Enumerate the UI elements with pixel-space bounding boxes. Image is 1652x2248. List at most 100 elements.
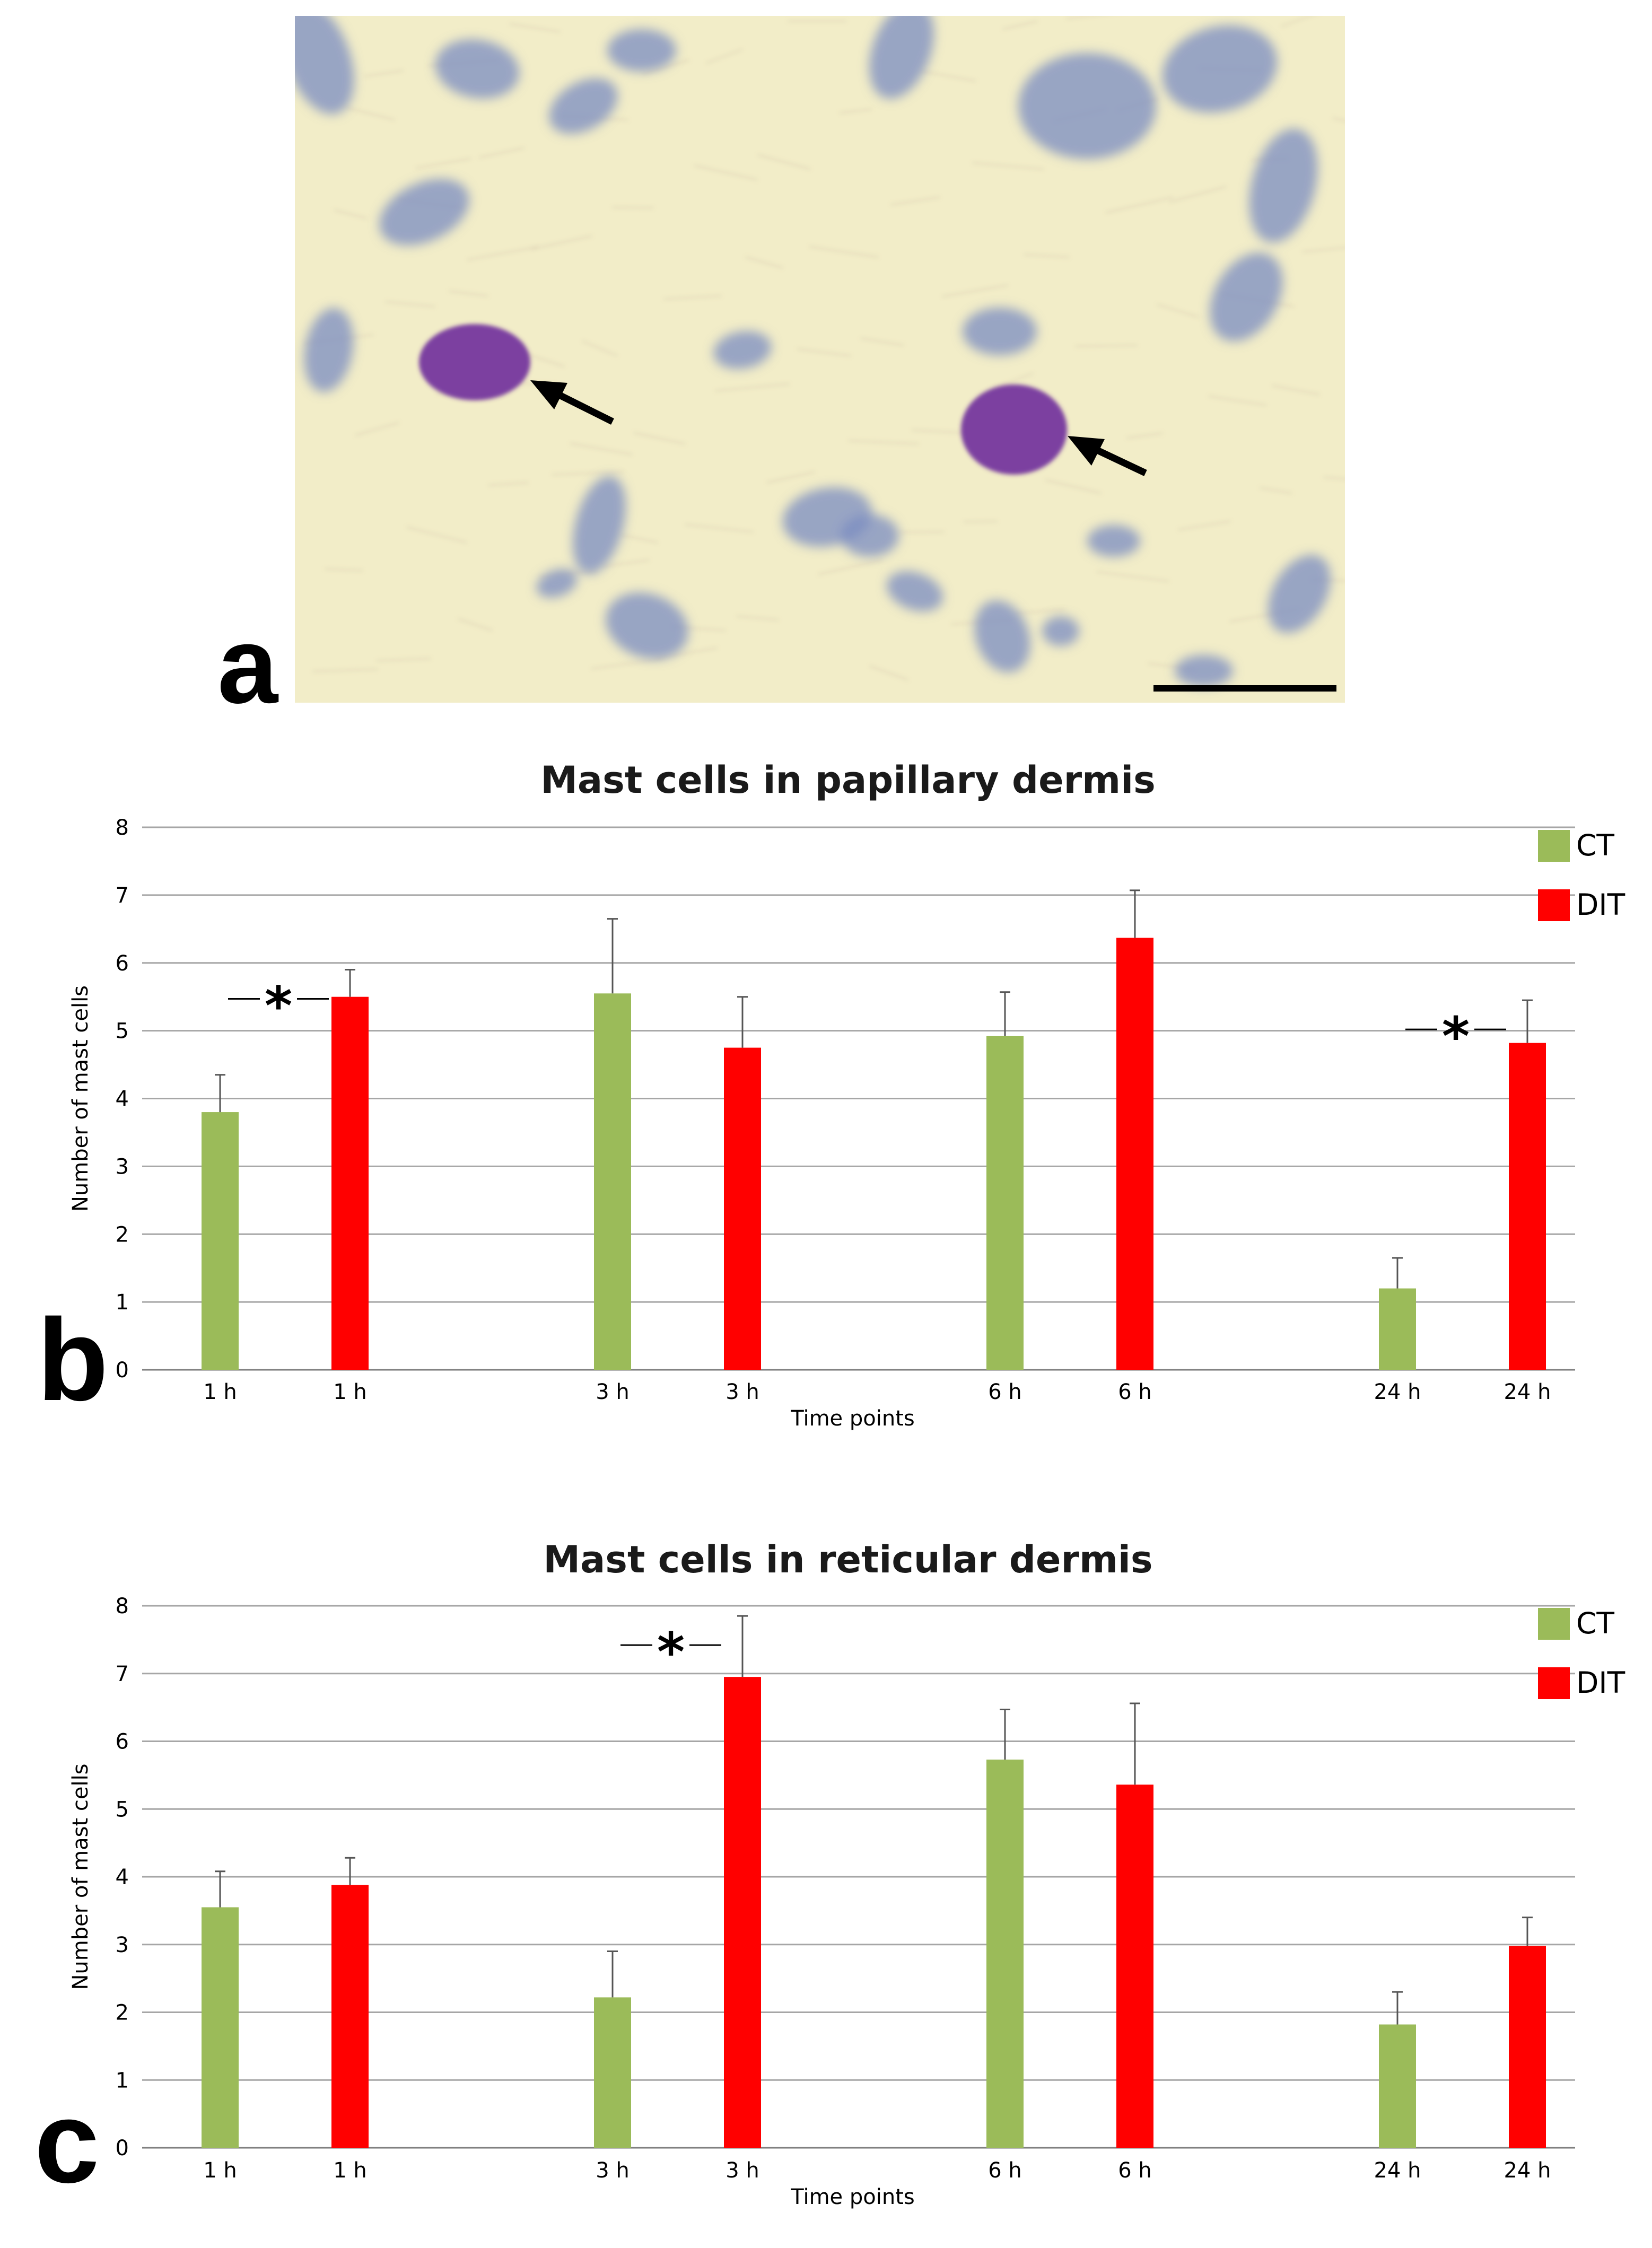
nucleus [536,568,578,598]
fiber [963,521,998,522]
fiber [715,383,790,391]
micrograph-panel: a [217,0,1345,726]
fiber [706,49,743,64]
legend-swatch [1538,830,1570,862]
arrow-icon [530,380,614,425]
nucleus [1210,252,1283,342]
nucleus [1268,555,1331,633]
bar-ct [202,1907,239,2148]
legend-label: CT [1576,1606,1614,1640]
fiber [663,295,722,300]
y-tick-label: 5 [116,1797,129,1822]
fiber [1169,186,1227,203]
fiber [449,291,488,296]
fiber [552,471,624,475]
fiber [1096,571,1169,582]
x-tick-label: 24 h [1374,1380,1421,1404]
nucleus [295,16,354,115]
mast-cell [961,384,1067,475]
panel-letter-b: b [37,1294,108,1425]
x-tick-label: 6 h [1118,1380,1152,1404]
x-tick-label: 3 h [596,2158,630,2183]
fiber [757,154,811,170]
bar-ct [1379,2024,1416,2148]
bar-dit [1509,1043,1546,1370]
fiber [921,71,976,82]
fiber [612,207,654,208]
y-tick-label: 4 [116,1865,129,1890]
fiber [839,109,872,113]
fiber [1066,16,1094,19]
chart-title: Mast cells in reticular dermis [543,1538,1152,1581]
fiber [766,471,815,483]
bar-dit [331,1885,369,2148]
nucleus [869,16,934,99]
fiber [1157,304,1199,318]
fiber [1260,487,1292,494]
x-tick-label: 1 h [203,2158,237,2183]
legend-label: DIT [1576,1666,1625,1700]
nucleus [963,308,1037,355]
panel-letter-a: a [217,605,279,726]
fiber [1281,16,1312,27]
fiber [530,235,592,250]
x-axis-label: Time points [790,2185,914,2209]
significance-marker: * [265,975,292,1037]
fiber [890,197,940,205]
nucleus [974,600,1030,672]
y-tick-label: 8 [116,816,129,840]
mast-cells [419,324,1067,475]
fiber [458,618,493,631]
bar-dit [331,996,369,1370]
bar-ct [594,993,631,1370]
fiber [385,301,435,307]
fiber [1302,247,1345,252]
bar-dit [1116,938,1153,1370]
fiber [942,285,1008,297]
nucleus [1175,655,1233,687]
fiber [848,440,919,444]
y-tick-label: 7 [116,884,129,908]
fiber [355,422,399,436]
fiber [1323,477,1345,480]
y-tick-label: 3 [116,1933,129,1957]
nucleus [606,592,688,659]
y-tick-label: 0 [116,2136,129,2160]
fiber [406,527,467,543]
nucleus [1162,25,1278,113]
chart-title: Mast cells in papillary dermis [540,758,1155,802]
fiber [1272,385,1320,395]
nucleus [607,29,676,72]
significance-marker: * [657,1621,685,1683]
bar-ct [986,1036,1024,1370]
nucleus [549,78,618,134]
arrows [530,380,1147,476]
x-tick-label: 24 h [1374,2158,1421,2183]
fiber [509,23,561,32]
y-axis-label: Number of mast cells [68,985,93,1212]
legend-label: DIT [1576,888,1625,922]
nucleus [573,476,626,574]
fiber [334,209,368,219]
x-tick-label: 6 h [988,2158,1022,2183]
y-tick-label: 1 [116,2068,129,2093]
legend-swatch [1538,1608,1570,1640]
y-tick-label: 0 [116,1358,129,1383]
y-tick-label: 6 [116,951,129,976]
fiber [621,535,658,543]
x-tick-label: 6 h [1118,2158,1152,2183]
nucleus [435,39,520,99]
fiber [479,147,525,158]
fiber [1178,521,1231,530]
arrow-icon [1068,436,1147,476]
nucleus [1042,616,1079,646]
fiber [1126,433,1163,439]
x-tick-label: 1 h [203,1380,237,1404]
bar-ct [986,1759,1024,2148]
fiber [295,0,327,16]
bar-ct [202,1112,239,1370]
chart-papillary: b Mast cells in papillary dermis 0 1 2 3 4 5 6 7… [37,758,1625,1431]
fiber [818,559,883,575]
nucleus [886,571,943,611]
significance-marker: * [1442,1005,1470,1068]
